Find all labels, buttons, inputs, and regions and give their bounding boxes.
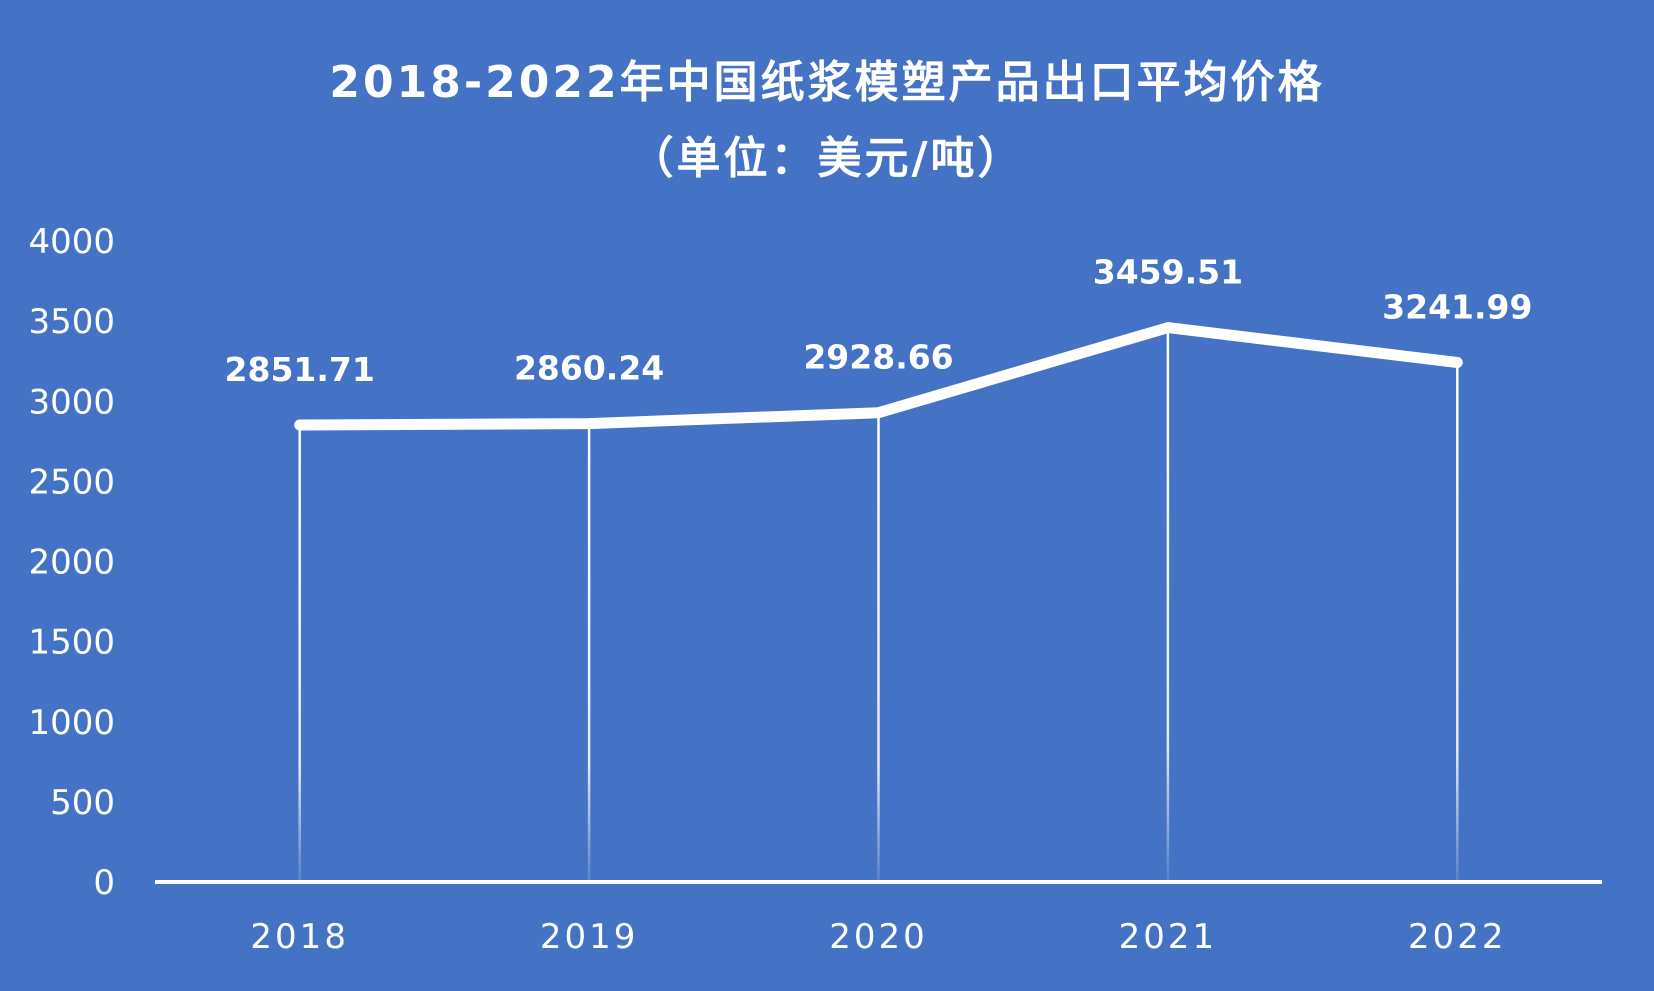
y-axis: 0 500 1000 1500 2000 2500 3000 3500 4000 bbox=[28, 222, 115, 903]
x-tick-label: 2018 bbox=[250, 917, 349, 957]
series-line bbox=[294, 322, 1463, 431]
x-tick-label: 2019 bbox=[540, 917, 639, 957]
y-tick-label: 3500 bbox=[28, 302, 115, 342]
data-label: 3459.51 bbox=[1093, 253, 1243, 292]
drop-line bbox=[298, 425, 301, 882]
data-labels: 2851.71 2860.24 2928.66 3459.51 3241.99 bbox=[225, 253, 1533, 389]
y-tick-label: 4000 bbox=[28, 222, 115, 262]
y-tick-label: 500 bbox=[50, 783, 115, 823]
x-axis: 2018 2019 2020 2021 2022 bbox=[250, 917, 1507, 957]
chart-subtitle: （单位：美元/吨） bbox=[629, 133, 1025, 184]
drop-line bbox=[1456, 362, 1459, 883]
y-tick-label: 2000 bbox=[28, 543, 115, 583]
x-tick-label: 2022 bbox=[1408, 917, 1507, 957]
drop-line bbox=[587, 423, 591, 882]
data-label: 2928.66 bbox=[803, 338, 953, 377]
y-tick-label: 1000 bbox=[28, 703, 115, 743]
drop-lines bbox=[298, 327, 1459, 883]
drop-line bbox=[877, 412, 880, 882]
data-label: 2860.24 bbox=[514, 349, 664, 388]
data-label: 2851.71 bbox=[225, 350, 375, 389]
y-tick-label: 0 bbox=[93, 863, 115, 903]
y-tick-label: 3000 bbox=[28, 382, 115, 422]
data-label: 3241.99 bbox=[1382, 287, 1532, 326]
x-tick-label: 2020 bbox=[829, 917, 928, 957]
y-tick-label: 1500 bbox=[28, 623, 115, 663]
x-tick-label: 2021 bbox=[1119, 917, 1218, 957]
drop-line bbox=[1166, 327, 1170, 882]
y-tick-label: 2500 bbox=[28, 462, 115, 502]
chart-title: 2018-2022年中国纸浆模塑产品出口平均价格 bbox=[329, 57, 1325, 108]
